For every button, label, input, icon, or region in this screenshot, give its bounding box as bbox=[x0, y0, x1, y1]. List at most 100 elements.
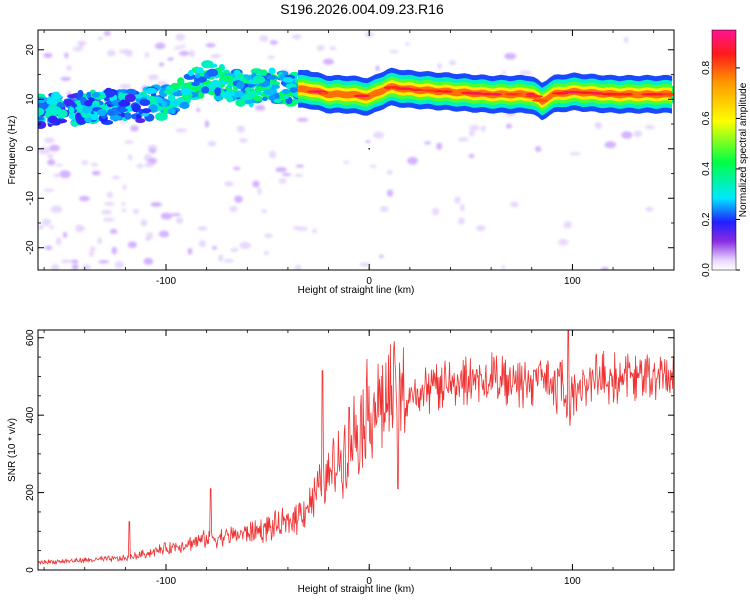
spectrogram-noise-blob bbox=[197, 226, 208, 231]
spectrogram-noise-blob bbox=[112, 175, 120, 180]
spectrogram-noise-blob bbox=[645, 206, 654, 212]
spectrogram-noise-blob bbox=[407, 156, 419, 165]
spectrogram-noise-blob bbox=[211, 246, 218, 250]
spectrogram-noise-blob bbox=[233, 166, 241, 171]
spectrogram-noise-blob bbox=[604, 141, 617, 149]
spectrogram-ridge-blob bbox=[289, 87, 298, 93]
spectrogram-noise-blob bbox=[175, 33, 186, 41]
spectrogram-ridge-blob bbox=[135, 118, 146, 124]
spectrogram-noise-blob bbox=[224, 181, 234, 187]
spectrogram-noise-blob bbox=[238, 138, 248, 143]
spectrogram-ridge-blob bbox=[161, 101, 167, 108]
spectrogram-ridge-blob bbox=[194, 73, 201, 79]
spectrogram-ridge-blob bbox=[77, 89, 84, 98]
spectrogram-noise-blob bbox=[563, 221, 572, 229]
spectrogram-noise-blob bbox=[379, 254, 384, 259]
spectrogram-noise-blob bbox=[316, 44, 325, 52]
spectrogram-noise-blob bbox=[82, 264, 91, 270]
spectrogram-noise-blob bbox=[623, 36, 629, 43]
spectrogram-noise-blob bbox=[234, 195, 243, 203]
spectrogram-noise-blob bbox=[404, 42, 411, 46]
spectrogram-ridge-blob bbox=[191, 81, 200, 87]
spectrogram-ridge-blob bbox=[214, 87, 222, 96]
spectrogram-noise-blob bbox=[431, 207, 440, 216]
colorbar: 0.0 0.2 0.4 0.6 0.8 Normalized spectral ampl… bbox=[701, 29, 749, 277]
spectrogram-ridge-blob bbox=[139, 99, 151, 106]
spectrogram-ridge-blob bbox=[282, 76, 294, 83]
spectrogram-noise-blob bbox=[424, 141, 431, 145]
spectrogram-ridge-blob bbox=[266, 75, 278, 80]
spectrogram-peak-blob bbox=[353, 94, 371, 98]
spectrogram-noise-blob bbox=[386, 169, 393, 176]
spectrogram-y-tick-label: 20 bbox=[25, 44, 36, 56]
spectrogram-noise-blob bbox=[239, 241, 252, 249]
spectrogram-noise-blob bbox=[158, 230, 170, 238]
spectrogram-noise-blob bbox=[594, 122, 603, 130]
spectrogram-ridge-blob bbox=[263, 89, 275, 95]
spectrogram-noise-blob bbox=[147, 144, 158, 150]
spectrogram-noise-blob bbox=[101, 209, 113, 215]
spectrogram-ridge-blob bbox=[235, 98, 246, 107]
spectrogram-peak-blob bbox=[562, 90, 580, 94]
spectrogram-noise-blob bbox=[38, 225, 44, 230]
spectrogram-peak-blob bbox=[385, 86, 401, 89]
spectrogram-noise-blob bbox=[97, 260, 110, 264]
spectrogram-x-tick-label: -100 bbox=[156, 276, 176, 287]
spectrogram-noise-blob bbox=[114, 261, 124, 269]
spectrogram-noise-blob bbox=[48, 225, 55, 229]
spectrogram-noise-blob bbox=[78, 195, 91, 202]
spectrogram-noise-blob bbox=[505, 123, 513, 129]
spectrogram-noise-blob bbox=[269, 40, 278, 45]
spectrogram-peak-blob bbox=[422, 89, 438, 92]
spectrogram-x-tick-label: 100 bbox=[564, 276, 581, 287]
spectrogram-ridge-blob bbox=[51, 91, 61, 100]
spectrogram-noise-blob bbox=[275, 167, 287, 173]
spectrogram-noise-blob bbox=[132, 208, 140, 214]
snr-x-label: Height of straight line (km) bbox=[298, 584, 415, 595]
spectrogram-ridge-blob bbox=[234, 90, 244, 98]
colorbar-label: Normalized spectral amplitude bbox=[738, 82, 749, 217]
spectrogram-noise-blob bbox=[436, 142, 443, 151]
spectrogram-ridge-blob bbox=[163, 89, 174, 95]
figure-title: S196.2026.004.09.23.R16 bbox=[280, 1, 444, 17]
spectrogram-noise-blob bbox=[47, 159, 56, 166]
spectrogram-noise-blob bbox=[252, 180, 260, 188]
spectrogram-noise-blob bbox=[179, 44, 186, 49]
spectrogram-noise-blob bbox=[389, 49, 399, 54]
spectrogram-noise-blob bbox=[124, 49, 133, 57]
spectrogram-peak-blob bbox=[409, 88, 424, 92]
snr-x-tick-label: 0 bbox=[366, 576, 372, 587]
spectrogram-ridge-blob bbox=[252, 75, 266, 84]
spectrogram-ridge-blob bbox=[82, 104, 93, 114]
spectrogram-noise-blob bbox=[122, 184, 127, 191]
spectrogram-noise-blob bbox=[365, 140, 371, 144]
spectrogram-noise-blob bbox=[71, 263, 79, 270]
spectrogram-noise-blob bbox=[150, 202, 163, 207]
spectrogram-x-ticks: -100 0 100 bbox=[43, 30, 655, 287]
spectrogram-peak-blob bbox=[588, 92, 604, 95]
spectrogram-noise-blob bbox=[89, 246, 96, 252]
spectrogram-peak-blob bbox=[509, 93, 519, 96]
spectrogram-noise-blob bbox=[56, 237, 62, 246]
spectrogram-noise-blob bbox=[236, 125, 246, 133]
snr-frame bbox=[37, 329, 675, 571]
snr-x-tick-label: 100 bbox=[564, 576, 581, 587]
spectrogram-ridge-blob bbox=[252, 95, 263, 102]
snr-y-tick-label: 200 bbox=[25, 484, 36, 501]
spectrogram-ridge-blob bbox=[57, 102, 66, 108]
snr-y-tick-label: 0 bbox=[25, 567, 36, 573]
spectrogram-noise-blob bbox=[198, 240, 206, 248]
spectrogram-noise-blob bbox=[160, 212, 173, 220]
spectrogram-ridge-blob bbox=[187, 69, 194, 77]
spectrogram-ridge-blob bbox=[177, 77, 185, 86]
spectrogram-noise-blob bbox=[109, 228, 118, 235]
spectrogram-ridge-blob bbox=[283, 94, 290, 99]
spectrogram-y-ticks: 20 10 0 -10 -20 bbox=[25, 44, 674, 255]
spectrogram-noise-blob bbox=[51, 264, 60, 270]
spectrogram-ridge-blob bbox=[281, 88, 291, 95]
spectrogram-noise-blob bbox=[154, 42, 166, 50]
spectrogram-noise-blob bbox=[457, 137, 469, 142]
spectrogram-noise-blob bbox=[49, 144, 60, 152]
spectrogram-noise-blob bbox=[144, 162, 155, 168]
